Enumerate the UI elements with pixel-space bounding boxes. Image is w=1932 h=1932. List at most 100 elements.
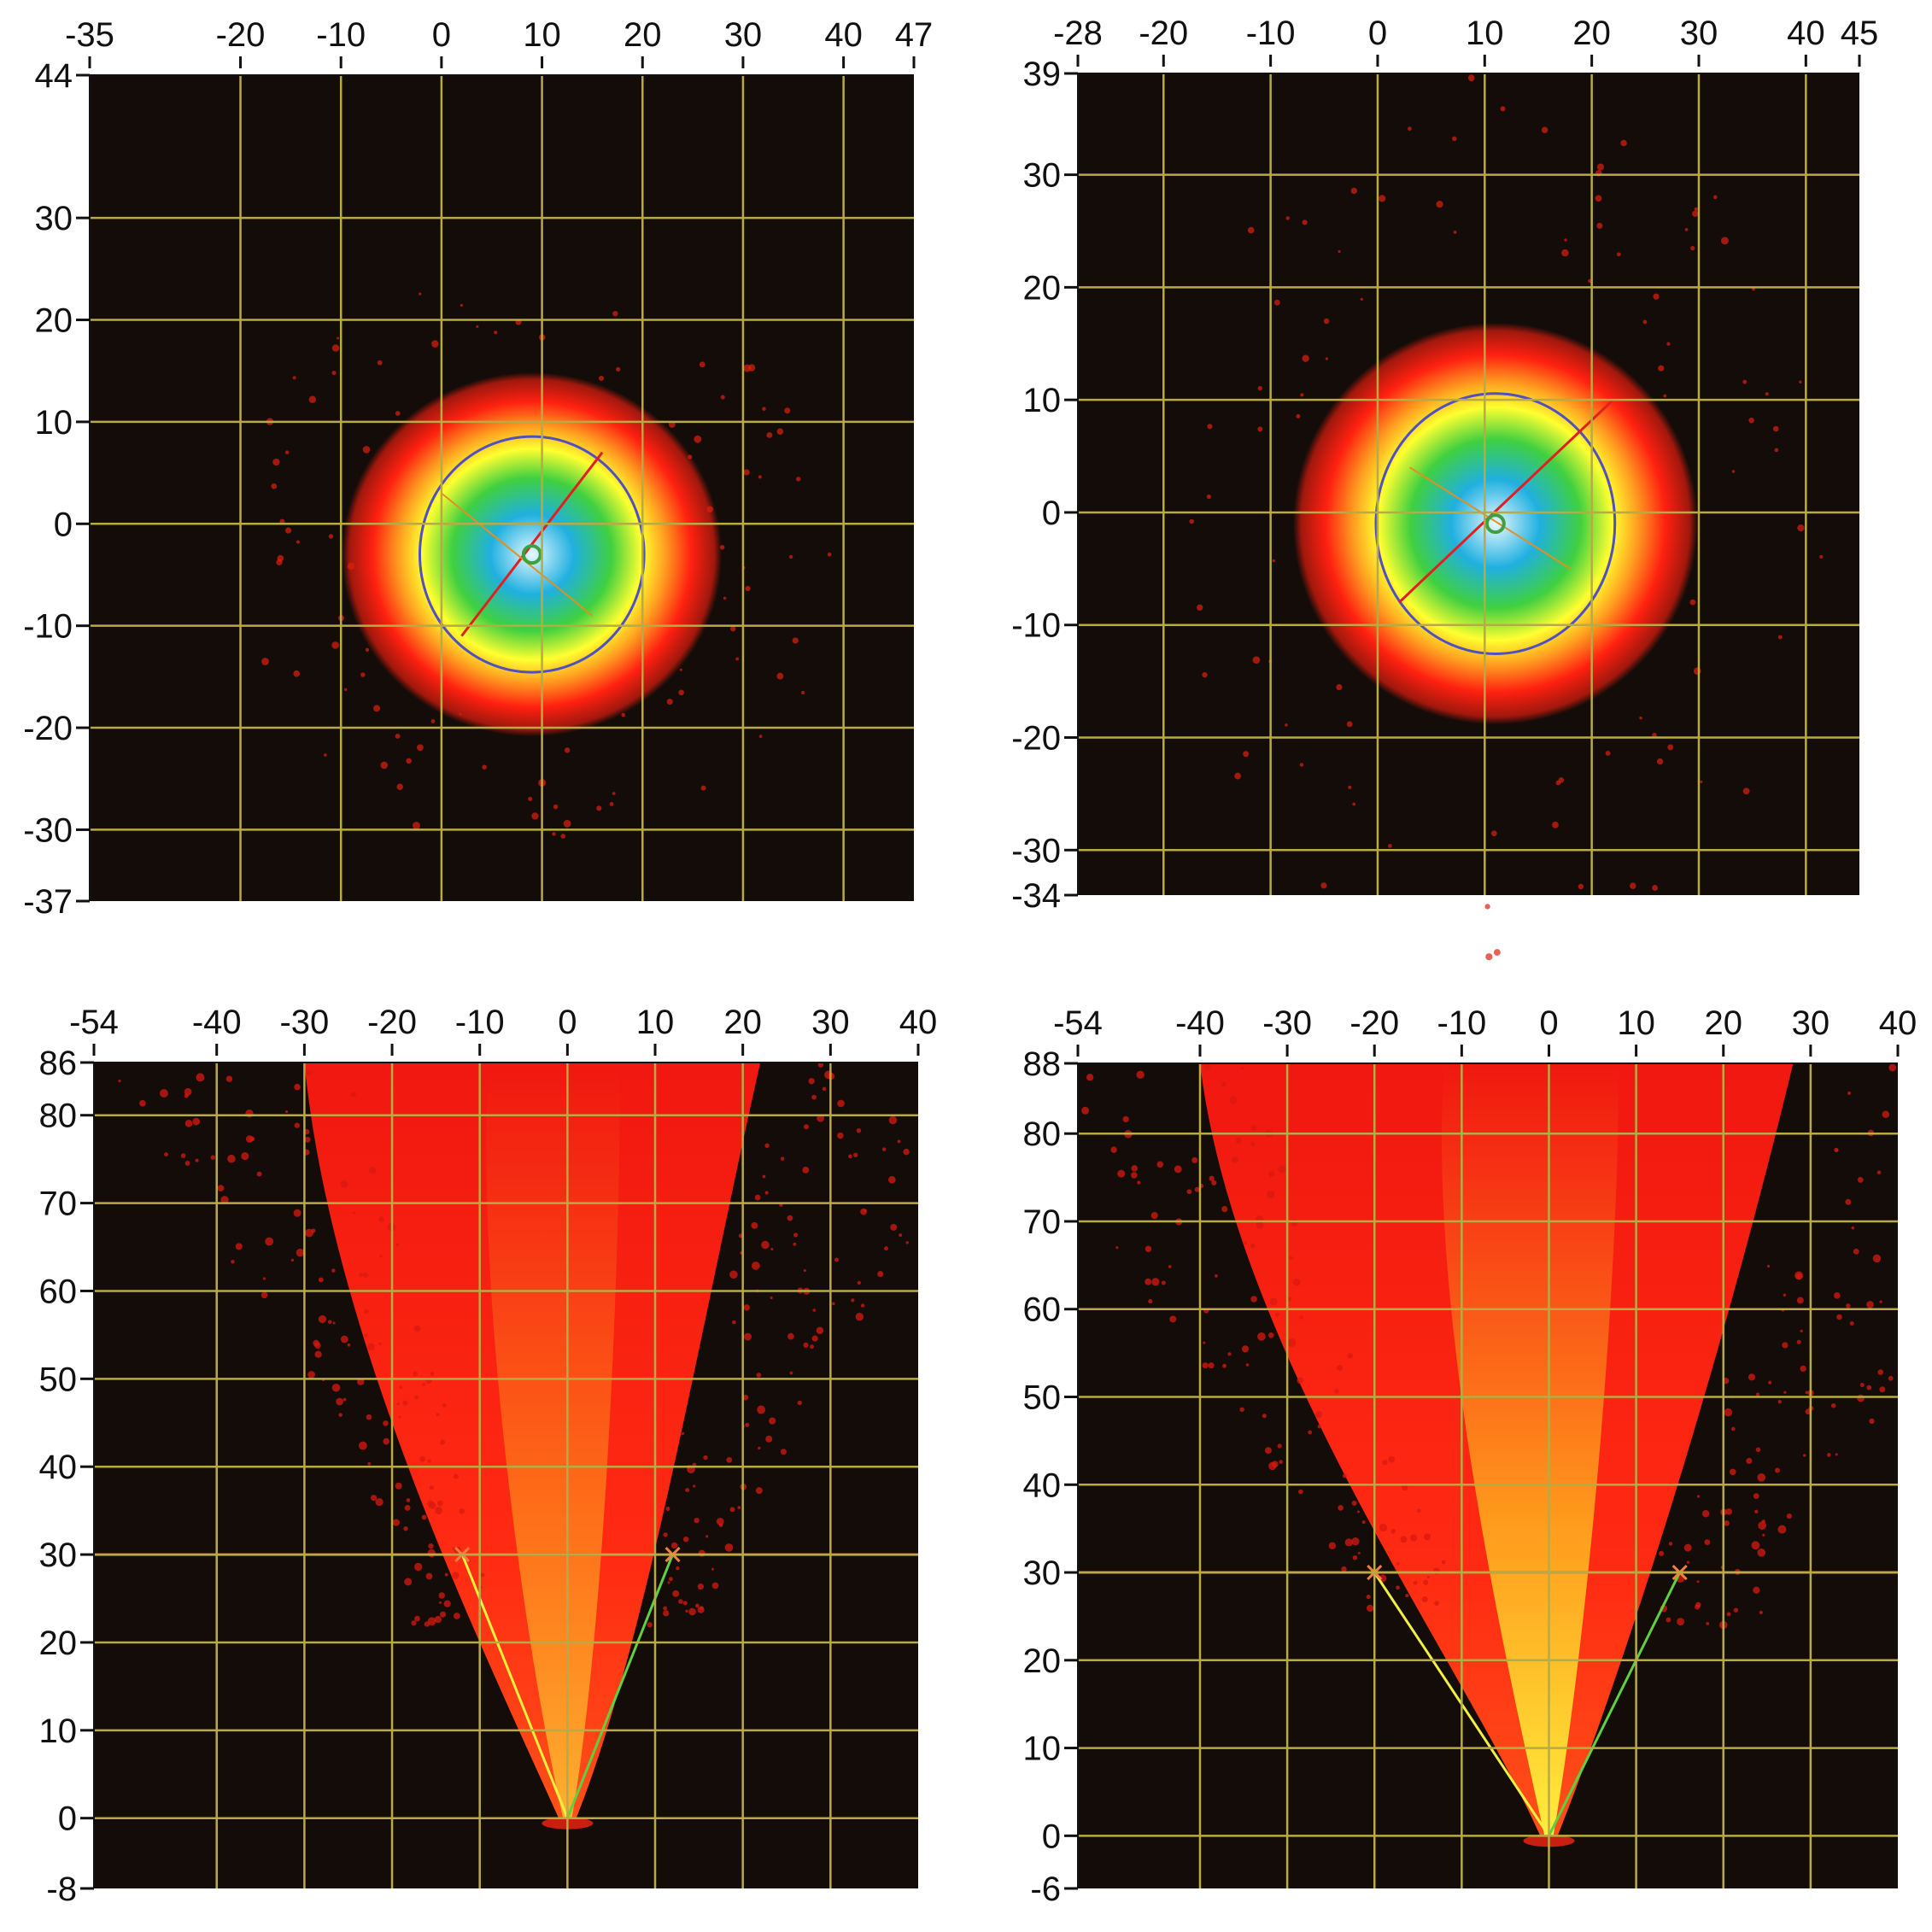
- y-tick-label: -30: [23, 811, 73, 849]
- droplet: [1761, 1519, 1765, 1524]
- x-tick-label: 40: [824, 16, 863, 54]
- droplet: [459, 1508, 465, 1514]
- droplet: [827, 552, 832, 557]
- droplet: [217, 1185, 225, 1192]
- droplet: [1272, 559, 1275, 563]
- droplet: [1243, 1241, 1247, 1245]
- droplet: [1830, 1402, 1836, 1408]
- droplet: [308, 395, 317, 403]
- droplet: [241, 1151, 249, 1161]
- droplet: [379, 1255, 383, 1258]
- droplet: [1317, 1425, 1321, 1429]
- droplet: [897, 1139, 901, 1144]
- droplet: [271, 483, 278, 489]
- droplet: [1240, 1066, 1244, 1070]
- droplet: [792, 637, 799, 644]
- droplet: [797, 1400, 803, 1406]
- droplet: [1835, 1453, 1838, 1456]
- droplet: [1262, 1414, 1267, 1419]
- droplet: [343, 688, 348, 691]
- droplet: [1663, 394, 1667, 398]
- droplet: [793, 1242, 797, 1246]
- droplet: [803, 1268, 806, 1273]
- droplet: [395, 1482, 402, 1490]
- droplet: [616, 366, 621, 372]
- droplet: [596, 805, 602, 811]
- y-tick-label: 30: [39, 1537, 78, 1574]
- droplet: [776, 428, 784, 435]
- droplet: [429, 1502, 436, 1509]
- droplet: [1357, 1551, 1361, 1554]
- droplet: [1733, 1607, 1739, 1613]
- cone-edge-right: [1548, 1572, 1682, 1837]
- droplet: [195, 1158, 199, 1162]
- y-tick-label: 60: [39, 1273, 78, 1310]
- y-tick-label: 20: [1023, 1642, 1062, 1680]
- droplet: [1323, 318, 1330, 325]
- droplet: [324, 753, 327, 757]
- droplet: [1352, 1554, 1358, 1560]
- droplet: [430, 718, 436, 723]
- droplet: [1748, 1373, 1756, 1381]
- droplet: [1269, 1297, 1278, 1306]
- droplet: [482, 764, 487, 770]
- droplet: [1857, 1176, 1864, 1183]
- droplet: [231, 1259, 235, 1264]
- droplet: [851, 1298, 855, 1303]
- droplet: [1658, 365, 1665, 372]
- droplet: [1782, 1342, 1789, 1349]
- droplet: [261, 658, 269, 665]
- droplet: [1467, 74, 1475, 82]
- droplet: [1250, 1296, 1257, 1303]
- droplet: [1396, 1585, 1400, 1590]
- droplet: [812, 1308, 817, 1312]
- droplet: [678, 1599, 683, 1604]
- droplet: [1751, 1541, 1760, 1550]
- droplet: [1202, 671, 1208, 678]
- droplet: [1693, 667, 1701, 675]
- droplet: [1795, 1273, 1803, 1280]
- droplet: [1774, 1467, 1781, 1473]
- droplet: [192, 1117, 201, 1126]
- y-tick-label: 80: [1023, 1115, 1062, 1153]
- droplet: [743, 469, 750, 476]
- droplet: [414, 1562, 423, 1572]
- x-tick-label: -30: [279, 1004, 329, 1041]
- droplet: [745, 585, 751, 592]
- droplet: [810, 1344, 815, 1349]
- droplet: [764, 1191, 769, 1195]
- droplet: [888, 1115, 898, 1125]
- droplet: [1366, 1604, 1374, 1613]
- droplet: [293, 1209, 302, 1217]
- droplet: [422, 1382, 426, 1387]
- droplet: [688, 1607, 696, 1616]
- droplet: [225, 1075, 233, 1082]
- droplet: [1115, 1246, 1119, 1250]
- droplet: [1746, 1457, 1753, 1464]
- minor-axis-line: [441, 492, 594, 617]
- droplet: [1835, 1149, 1839, 1152]
- droplet: [370, 1495, 378, 1502]
- droplet: [1117, 1169, 1126, 1178]
- droplet: [419, 292, 422, 296]
- x-tick-label: 20: [1572, 15, 1611, 52]
- droplet: [438, 1592, 445, 1599]
- droplet: [853, 1152, 858, 1157]
- droplet: [1757, 1549, 1766, 1557]
- droplet: [1300, 393, 1304, 397]
- y-tick-label: 30: [35, 200, 73, 237]
- droplet: [1802, 1454, 1806, 1457]
- droplet: [1298, 1489, 1303, 1495]
- droplet: [1405, 1594, 1409, 1598]
- droplet: [1797, 524, 1805, 532]
- droplet: [1876, 1170, 1882, 1174]
- droplet: [342, 1397, 347, 1402]
- droplet: [427, 1549, 436, 1558]
- droplet: [609, 802, 614, 806]
- droplet: [1400, 1536, 1408, 1543]
- droplet: [396, 783, 404, 790]
- droplet: [1396, 1561, 1400, 1566]
- droplet: [1564, 238, 1567, 242]
- droplet: [290, 1258, 295, 1262]
